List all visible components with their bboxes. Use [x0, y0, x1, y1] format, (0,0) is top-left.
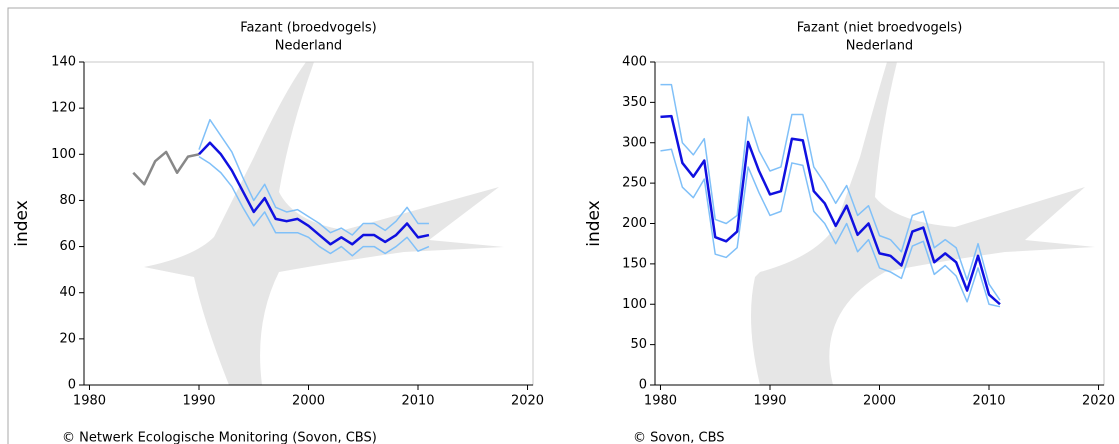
y-tick-label: 300 — [622, 135, 647, 150]
y-tick-label: 60 — [59, 239, 76, 254]
series-line — [198, 141, 430, 246]
bird-silhouette — [144, 62, 504, 385]
source-note: © Netwerk Ecologische Monitoring (Sovon,… — [62, 431, 377, 444]
y-tick-label: 400 — [622, 55, 647, 70]
chart-subtitle: Nederland — [846, 39, 913, 54]
y-tick-label: 0 — [68, 378, 76, 393]
x-tick-label: 2010 — [401, 394, 434, 409]
x-tick-label: 1980 — [644, 394, 677, 409]
chart-title: Fazant (broedvogels) — [240, 21, 376, 36]
frame — [7, 7, 1119, 444]
y-tick-label: 100 — [622, 297, 647, 312]
series-line — [132, 150, 200, 186]
y-tick-label: 120 — [51, 101, 76, 116]
x-tick-label: 2020 — [511, 394, 544, 409]
y-tick-label: 140 — [51, 55, 76, 70]
y-tick-label: 20 — [59, 331, 76, 346]
y-tick-label: 250 — [622, 176, 647, 191]
x-tick-label: 2000 — [292, 394, 325, 409]
y-tick-label: 150 — [622, 256, 647, 271]
x-tick-label: 2000 — [863, 394, 896, 409]
y-tick-label: 350 — [622, 95, 647, 110]
series-line — [660, 114, 1001, 306]
y-axis-label: index — [12, 200, 32, 247]
x-tick-label: 2010 — [972, 394, 1005, 409]
x-tick-label: 2020 — [1082, 394, 1115, 409]
y-tick-label: 50 — [630, 337, 647, 352]
y-tick-label: 0 — [639, 378, 647, 393]
bird-silhouette — [751, 62, 1095, 385]
series-line — [198, 118, 429, 236]
x-tick-label: 1980 — [73, 394, 106, 409]
y-tick-label: 100 — [51, 147, 76, 162]
source-note: © Sovon, CBS — [633, 431, 725, 444]
series-line — [198, 155, 430, 257]
chart-title: Fazant (niet broedvogels) — [797, 21, 963, 36]
x-tick-label: 1990 — [753, 394, 786, 409]
y-tick-label: 200 — [622, 216, 647, 231]
series-line — [660, 148, 1001, 308]
series-line — [660, 83, 1001, 301]
y-tick-label: 40 — [59, 285, 76, 300]
y-axis-label: index — [584, 200, 604, 247]
x-tick-label: 1990 — [182, 394, 215, 409]
y-tick-label: 80 — [59, 193, 76, 208]
chart-subtitle: Nederland — [275, 39, 342, 54]
